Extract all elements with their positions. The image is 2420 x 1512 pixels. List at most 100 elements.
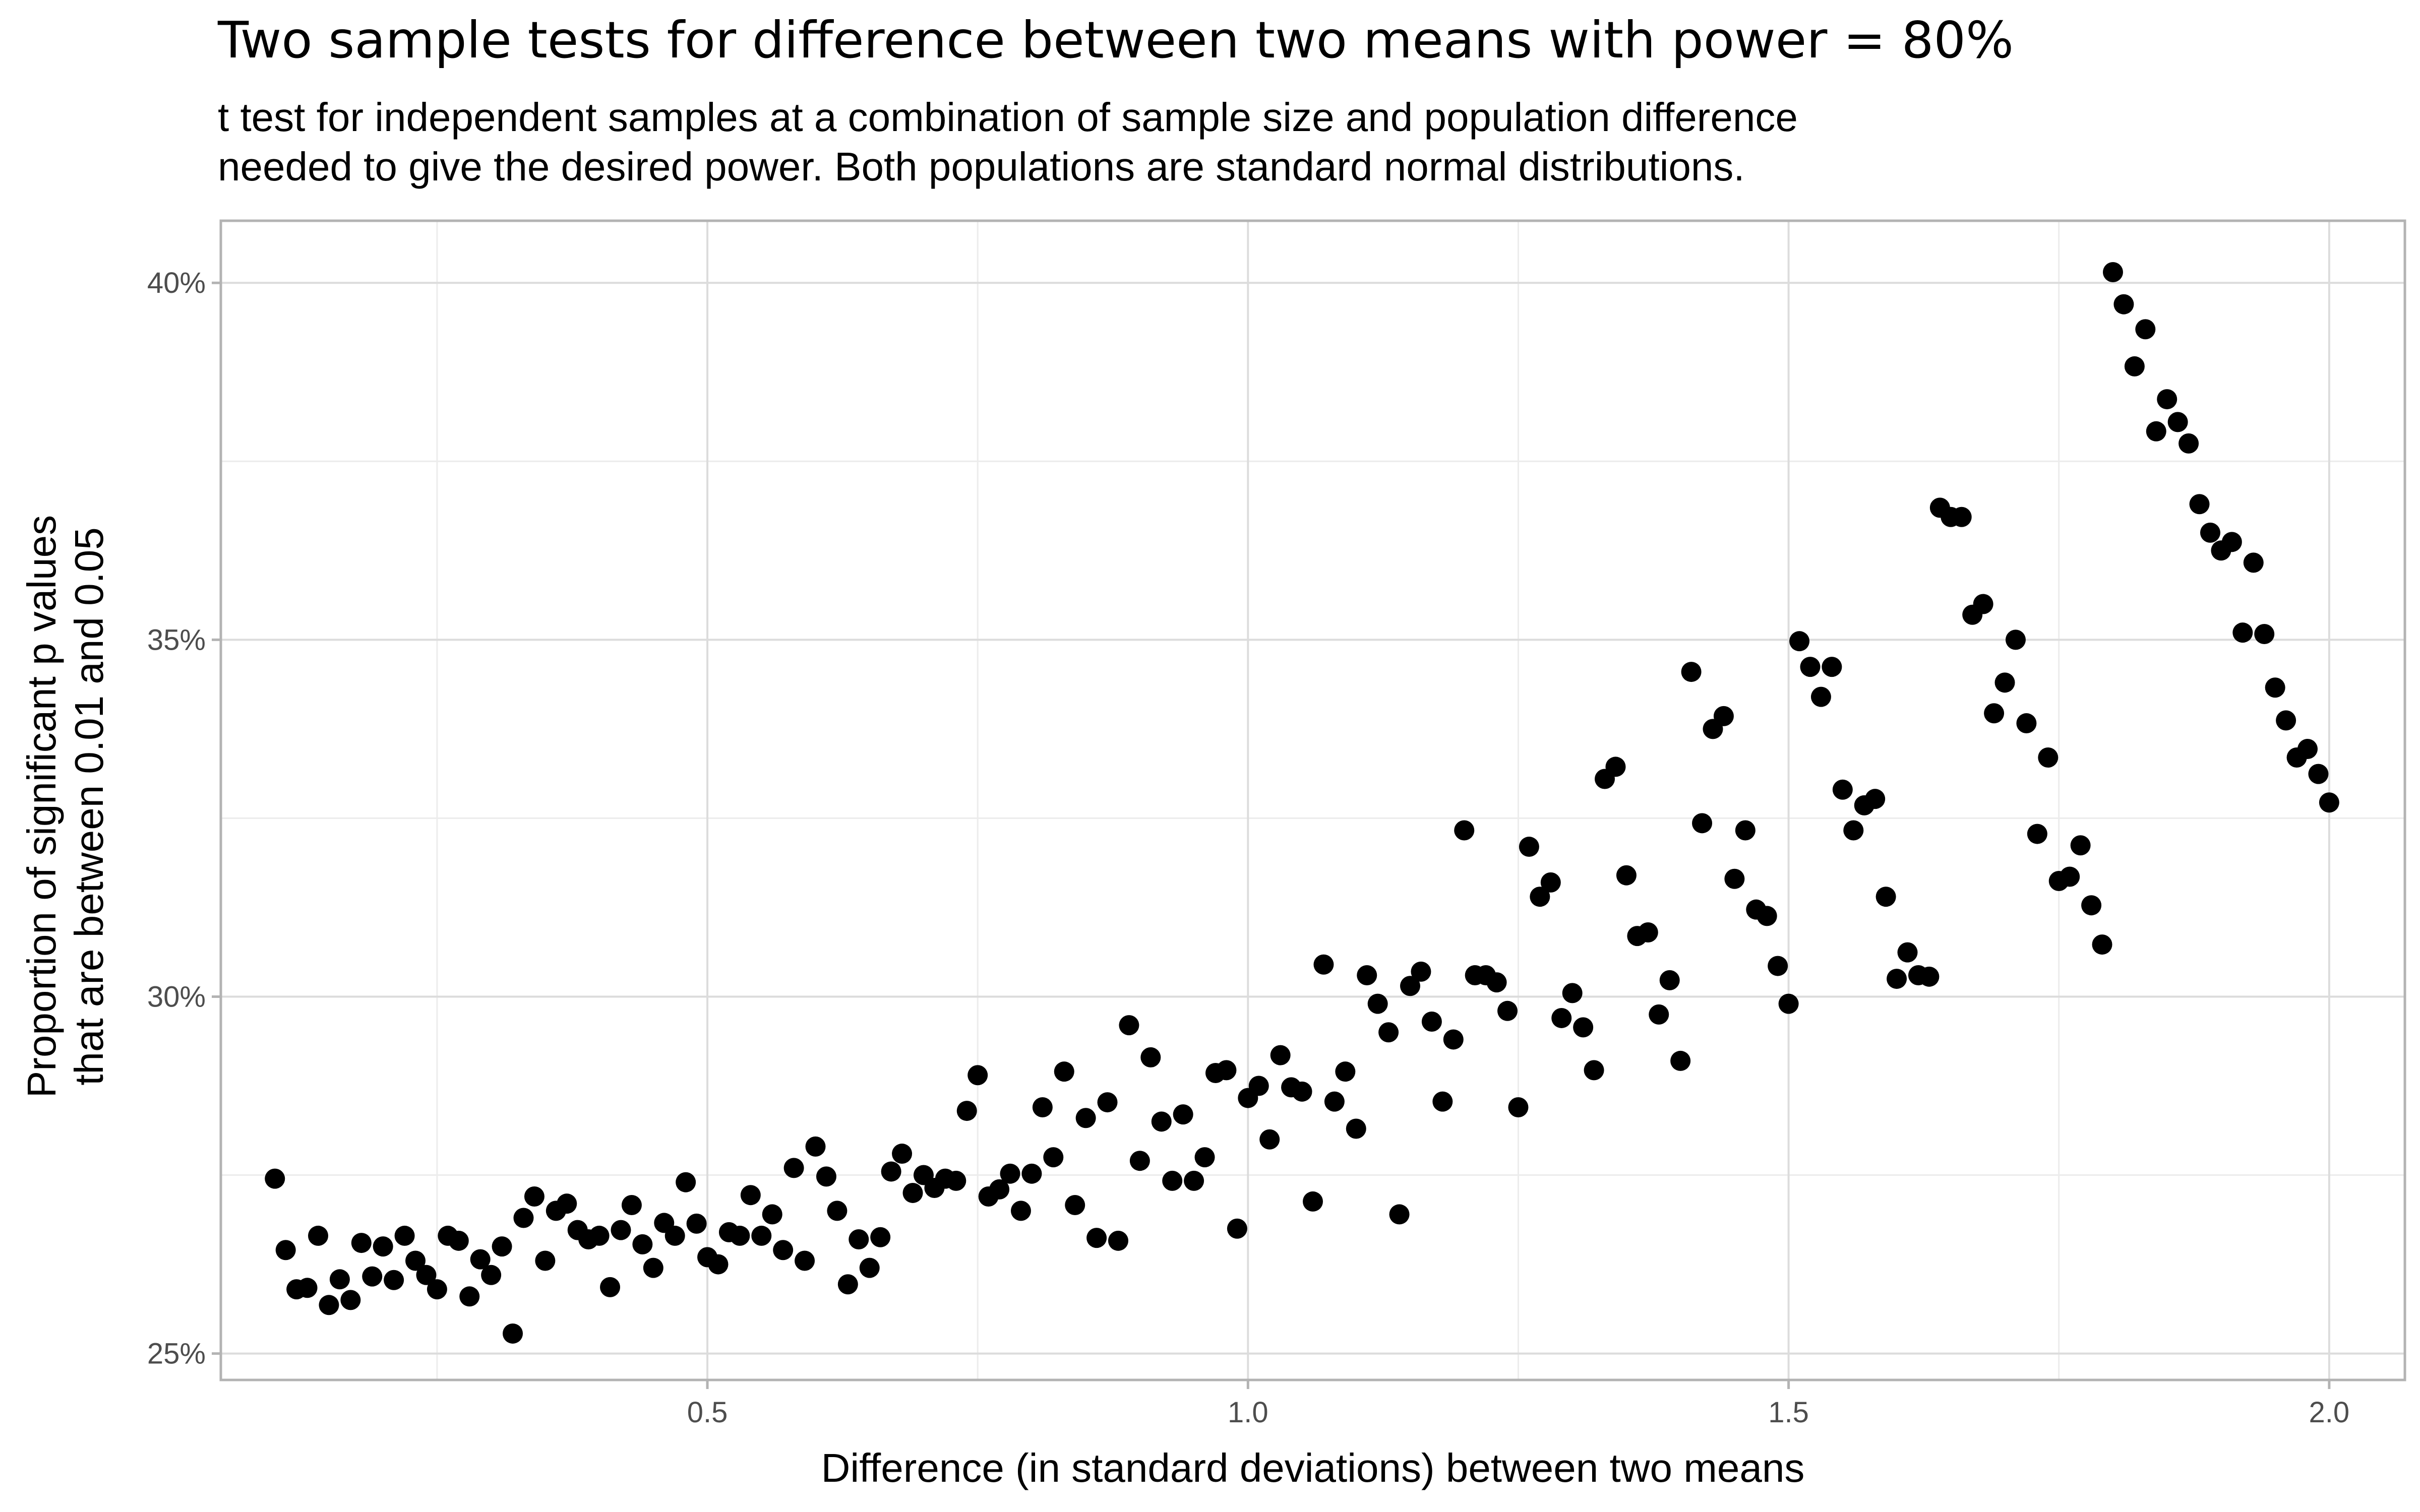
data-point [2135,319,2156,340]
data-point [2308,764,2329,784]
data-point [870,1227,891,1247]
data-point [1119,1015,1139,1036]
data-point [1443,1029,1464,1050]
y-axis: 25% 30% 35% 40% [147,267,221,1370]
data-point [1540,872,1561,893]
data-point [1919,966,1940,987]
panel-border [219,219,2406,1381]
data-point [503,1323,523,1344]
data-point [2016,713,2037,734]
data-point [492,1236,512,1257]
data-point [632,1234,653,1254]
data-point [1216,1060,1237,1081]
data-point [1713,706,1734,726]
data-point [967,1065,988,1086]
data-point [1973,594,1993,614]
data-point [1843,820,1864,841]
data-point [1822,657,1842,677]
data-point [524,1186,544,1207]
data-point [1951,507,1972,527]
data-point [1065,1195,1085,1216]
x-axis-title: Difference (in standard deviations) betw… [821,1445,1805,1490]
data-point [1270,1045,1291,1065]
data-point [1562,983,1583,1003]
data-point [1735,820,1756,841]
data-point [1649,1004,1669,1025]
data-point [611,1220,631,1240]
data-point [1421,1012,1442,1032]
data-point [1789,631,1810,652]
data-point [1400,976,1421,996]
data-point [1411,961,1431,982]
data-point [762,1204,782,1225]
data-point [1897,942,1918,963]
data-point [1043,1147,1064,1168]
data-point [837,1274,858,1295]
data-point [1605,757,1626,777]
data-point [1984,703,2005,724]
data-point [1032,1097,1053,1117]
data-point [1768,956,1788,976]
data-point [2297,739,2318,760]
y-tick-label: 40% [147,267,206,299]
data-point [340,1290,361,1310]
data-point [1454,820,1475,841]
data-point [405,1250,426,1271]
data-point [1757,906,1777,926]
data-point [1778,993,1799,1014]
data-point [2221,532,2242,552]
data-point [1876,887,1896,907]
data-point [600,1277,621,1297]
data-point [384,1270,404,1290]
y-axis-title: Proportion of significant p values that … [19,515,111,1098]
data-point [956,1101,977,1121]
data-point [1432,1091,1453,1112]
data-point [2276,710,2296,731]
plot-panel [219,219,2406,1381]
data-point [859,1257,880,1278]
data-point [2081,895,2102,916]
data-point [1010,1201,1031,1221]
data-point [1075,1108,1096,1128]
data-point [1313,954,1334,975]
data-point [1681,662,1702,682]
data-point [1162,1170,1183,1191]
data-point [297,1278,318,1298]
data-point [2005,629,2026,650]
data-point [2179,433,2199,454]
data-point [394,1225,415,1246]
data-points [265,262,2339,1344]
data-point [783,1158,804,1178]
data-point [730,1225,750,1246]
data-point [351,1233,372,1253]
data-point [1670,1050,1691,1071]
data-point [1887,969,1907,989]
data-point [275,1240,296,1261]
data-point [1140,1047,1161,1067]
data-point [2189,494,2210,515]
y-axis-title-line-2: that are between 0.01 and 0.05 [67,527,111,1086]
data-point [989,1179,1010,1200]
data-point [1486,972,1507,993]
data-point [427,1279,447,1300]
data-point [2102,262,2123,282]
data-point [816,1166,836,1187]
data-point [751,1225,772,1246]
data-point [2232,622,2253,643]
data-point [849,1229,869,1249]
data-point [1865,789,1886,809]
data-point [1832,779,1853,800]
chart-subtitle-line-1: t test for independent samples at a comb… [218,95,1798,140]
data-point [2038,747,2059,768]
x-tick-label: 1.0 [1228,1396,1268,1429]
data-point [308,1225,329,1246]
data-point [1508,1097,1529,1117]
data-point [2157,389,2177,410]
data-point [1194,1147,1215,1168]
data-point [1357,965,1377,985]
data-point [881,1161,901,1182]
data-point [1692,813,1713,834]
data-point [1108,1230,1128,1251]
data-point [319,1295,339,1315]
data-point [827,1201,848,1221]
